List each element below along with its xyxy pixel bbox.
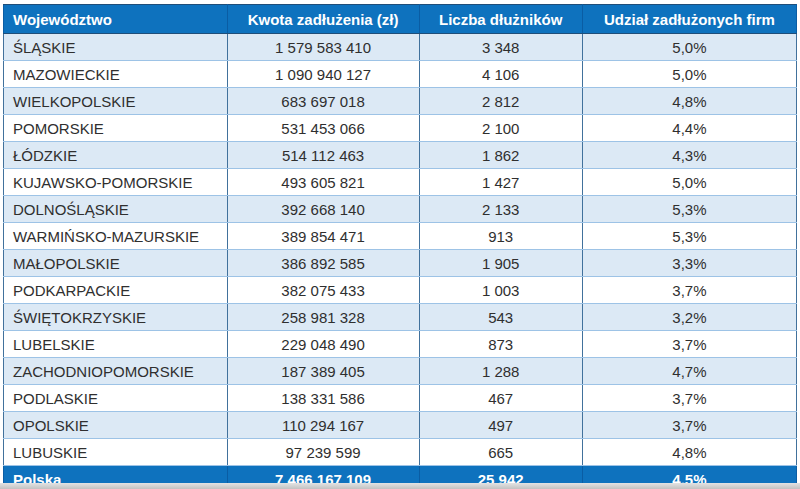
debt-table: Województwo Kwota zadłużenia (zł) Liczba… [3,4,797,489]
table-row: WIELKOPOLSKIE 683 697 018 2 812 4,8% [4,88,797,115]
header-debtor-count: Liczba dłużników [419,5,582,34]
debtor-count: 4 106 [419,61,582,88]
header-debt-share: Udział zadłużonych firm [582,5,796,34]
debtor-count: 1 288 [419,358,582,385]
table-row: ŁÓDZKIE 514 112 463 1 862 4,3% [4,142,797,169]
table-row: LUBELSKIE 229 048 490 873 3,7% [4,331,797,358]
debt-amount: 514 112 463 [227,142,419,169]
debtor-count: 1 003 [419,277,582,304]
voivodeship-name: DOLNOŚLĄSKIE [4,196,228,223]
debtor-count: 1 905 [419,250,582,277]
table-row: POMORSKIE 531 453 066 2 100 4,4% [4,115,797,142]
voivodeship-name: POMORSKIE [4,115,228,142]
debt-share: 4,4% [582,115,796,142]
debt-share: 4,8% [582,88,796,115]
voivodeship-name: OPOLSKIE [4,412,228,439]
table-row: ZACHODNIOPOMORSKIE 187 389 405 1 288 4,7… [4,358,797,385]
debt-share: 4,7% [582,358,796,385]
debt-share: 5,0% [582,169,796,196]
voivodeship-name: ŚLĄSKIE [4,34,228,61]
debt-share: 5,0% [582,34,796,61]
header-voivodeship: Województwo [4,5,228,34]
table-body: ŚLĄSKIE 1 579 583 410 3 348 5,0% MAZOWIE… [4,34,797,466]
voivodeship-name: ŁÓDZKIE [4,142,228,169]
debt-amount: 386 892 585 [227,250,419,277]
debt-amount: 389 854 471 [227,223,419,250]
table-row: ŚLĄSKIE 1 579 583 410 3 348 5,0% [4,34,797,61]
debt-amount: 493 605 821 [227,169,419,196]
table-row: OPOLSKIE 110 294 167 497 3,7% [4,412,797,439]
table-row: MAŁOPOLSKIE 386 892 585 1 905 3,3% [4,250,797,277]
debtor-count: 2 133 [419,196,582,223]
debt-amount: 1 090 940 127 [227,61,419,88]
debtor-count: 467 [419,385,582,412]
debt-amount: 392 668 140 [227,196,419,223]
debt-share: 5,0% [582,61,796,88]
header-debt-amount: Kwota zadłużenia (zł) [227,5,419,34]
table-row: KUJAWSKO-POMORSKIE 493 605 821 1 427 5,0… [4,169,797,196]
table-row: DOLNOŚLĄSKIE 392 668 140 2 133 5,3% [4,196,797,223]
table-header: Województwo Kwota zadłużenia (zł) Liczba… [4,5,797,34]
voivodeship-name: MAŁOPOLSKIE [4,250,228,277]
voivodeship-name: PODLASKIE [4,385,228,412]
voivodeship-name: ŚWIĘTOKRZYSKIE [4,304,228,331]
table-row: MAZOWIECKIE 1 090 940 127 4 106 5,0% [4,61,797,88]
voivodeship-name: WIELKOPOLSKIE [4,88,228,115]
debt-amount: 110 294 167 [227,412,419,439]
debt-share: 3,7% [582,385,796,412]
page: Województwo Kwota zadłużenia (zł) Liczba… [0,0,800,489]
table-row: LUBUSKIE 97 239 599 665 4,8% [4,439,797,466]
debt-amount: 1 579 583 410 [227,34,419,61]
debt-share: 4,8% [582,439,796,466]
debt-amount: 97 239 599 [227,439,419,466]
voivodeship-name: LUBUSKIE [4,439,228,466]
debt-amount: 187 389 405 [227,358,419,385]
debt-amount: 229 048 490 [227,331,419,358]
debt-share: 5,3% [582,223,796,250]
voivodeship-name: WARMIŃSKO-MAZURSKIE [4,223,228,250]
voivodeship-name: LUBELSKIE [4,331,228,358]
debtor-count: 3 348 [419,34,582,61]
debt-share: 3,2% [582,304,796,331]
voivodeship-name: PODKARPACKIE [4,277,228,304]
debtor-count: 543 [419,304,582,331]
debtor-count: 1 862 [419,142,582,169]
debt-share: 4,3% [582,142,796,169]
header-row: Województwo Kwota zadłużenia (zł) Liczba… [4,5,797,34]
voivodeship-name: MAZOWIECKIE [4,61,228,88]
debtor-count: 665 [419,439,582,466]
debtor-count: 497 [419,412,582,439]
voivodeship-name: KUJAWSKO-POMORSKIE [4,169,228,196]
debt-amount: 683 697 018 [227,88,419,115]
debtor-count: 873 [419,331,582,358]
debt-share: 5,3% [582,196,796,223]
voivodeship-name: ZACHODNIOPOMORSKIE [4,358,228,385]
debt-share: 3,7% [582,412,796,439]
debt-amount: 382 075 433 [227,277,419,304]
debt-share: 3,7% [582,277,796,304]
debt-amount: 138 331 586 [227,385,419,412]
table-row: PODKARPACKIE 382 075 433 1 003 3,7% [4,277,797,304]
debt-amount: 258 981 328 [227,304,419,331]
bottom-edge-strip [0,483,800,489]
debt-amount: 531 453 066 [227,115,419,142]
debt-share: 3,7% [582,331,796,358]
debtor-count: 2 812 [419,88,582,115]
debtor-count: 913 [419,223,582,250]
table-row: WARMIŃSKO-MAZURSKIE 389 854 471 913 5,3% [4,223,797,250]
debtor-count: 2 100 [419,115,582,142]
table-row: ŚWIĘTOKRZYSKIE 258 981 328 543 3,2% [4,304,797,331]
debt-share: 3,3% [582,250,796,277]
table-row: PODLASKIE 138 331 586 467 3,7% [4,385,797,412]
debtor-count: 1 427 [419,169,582,196]
